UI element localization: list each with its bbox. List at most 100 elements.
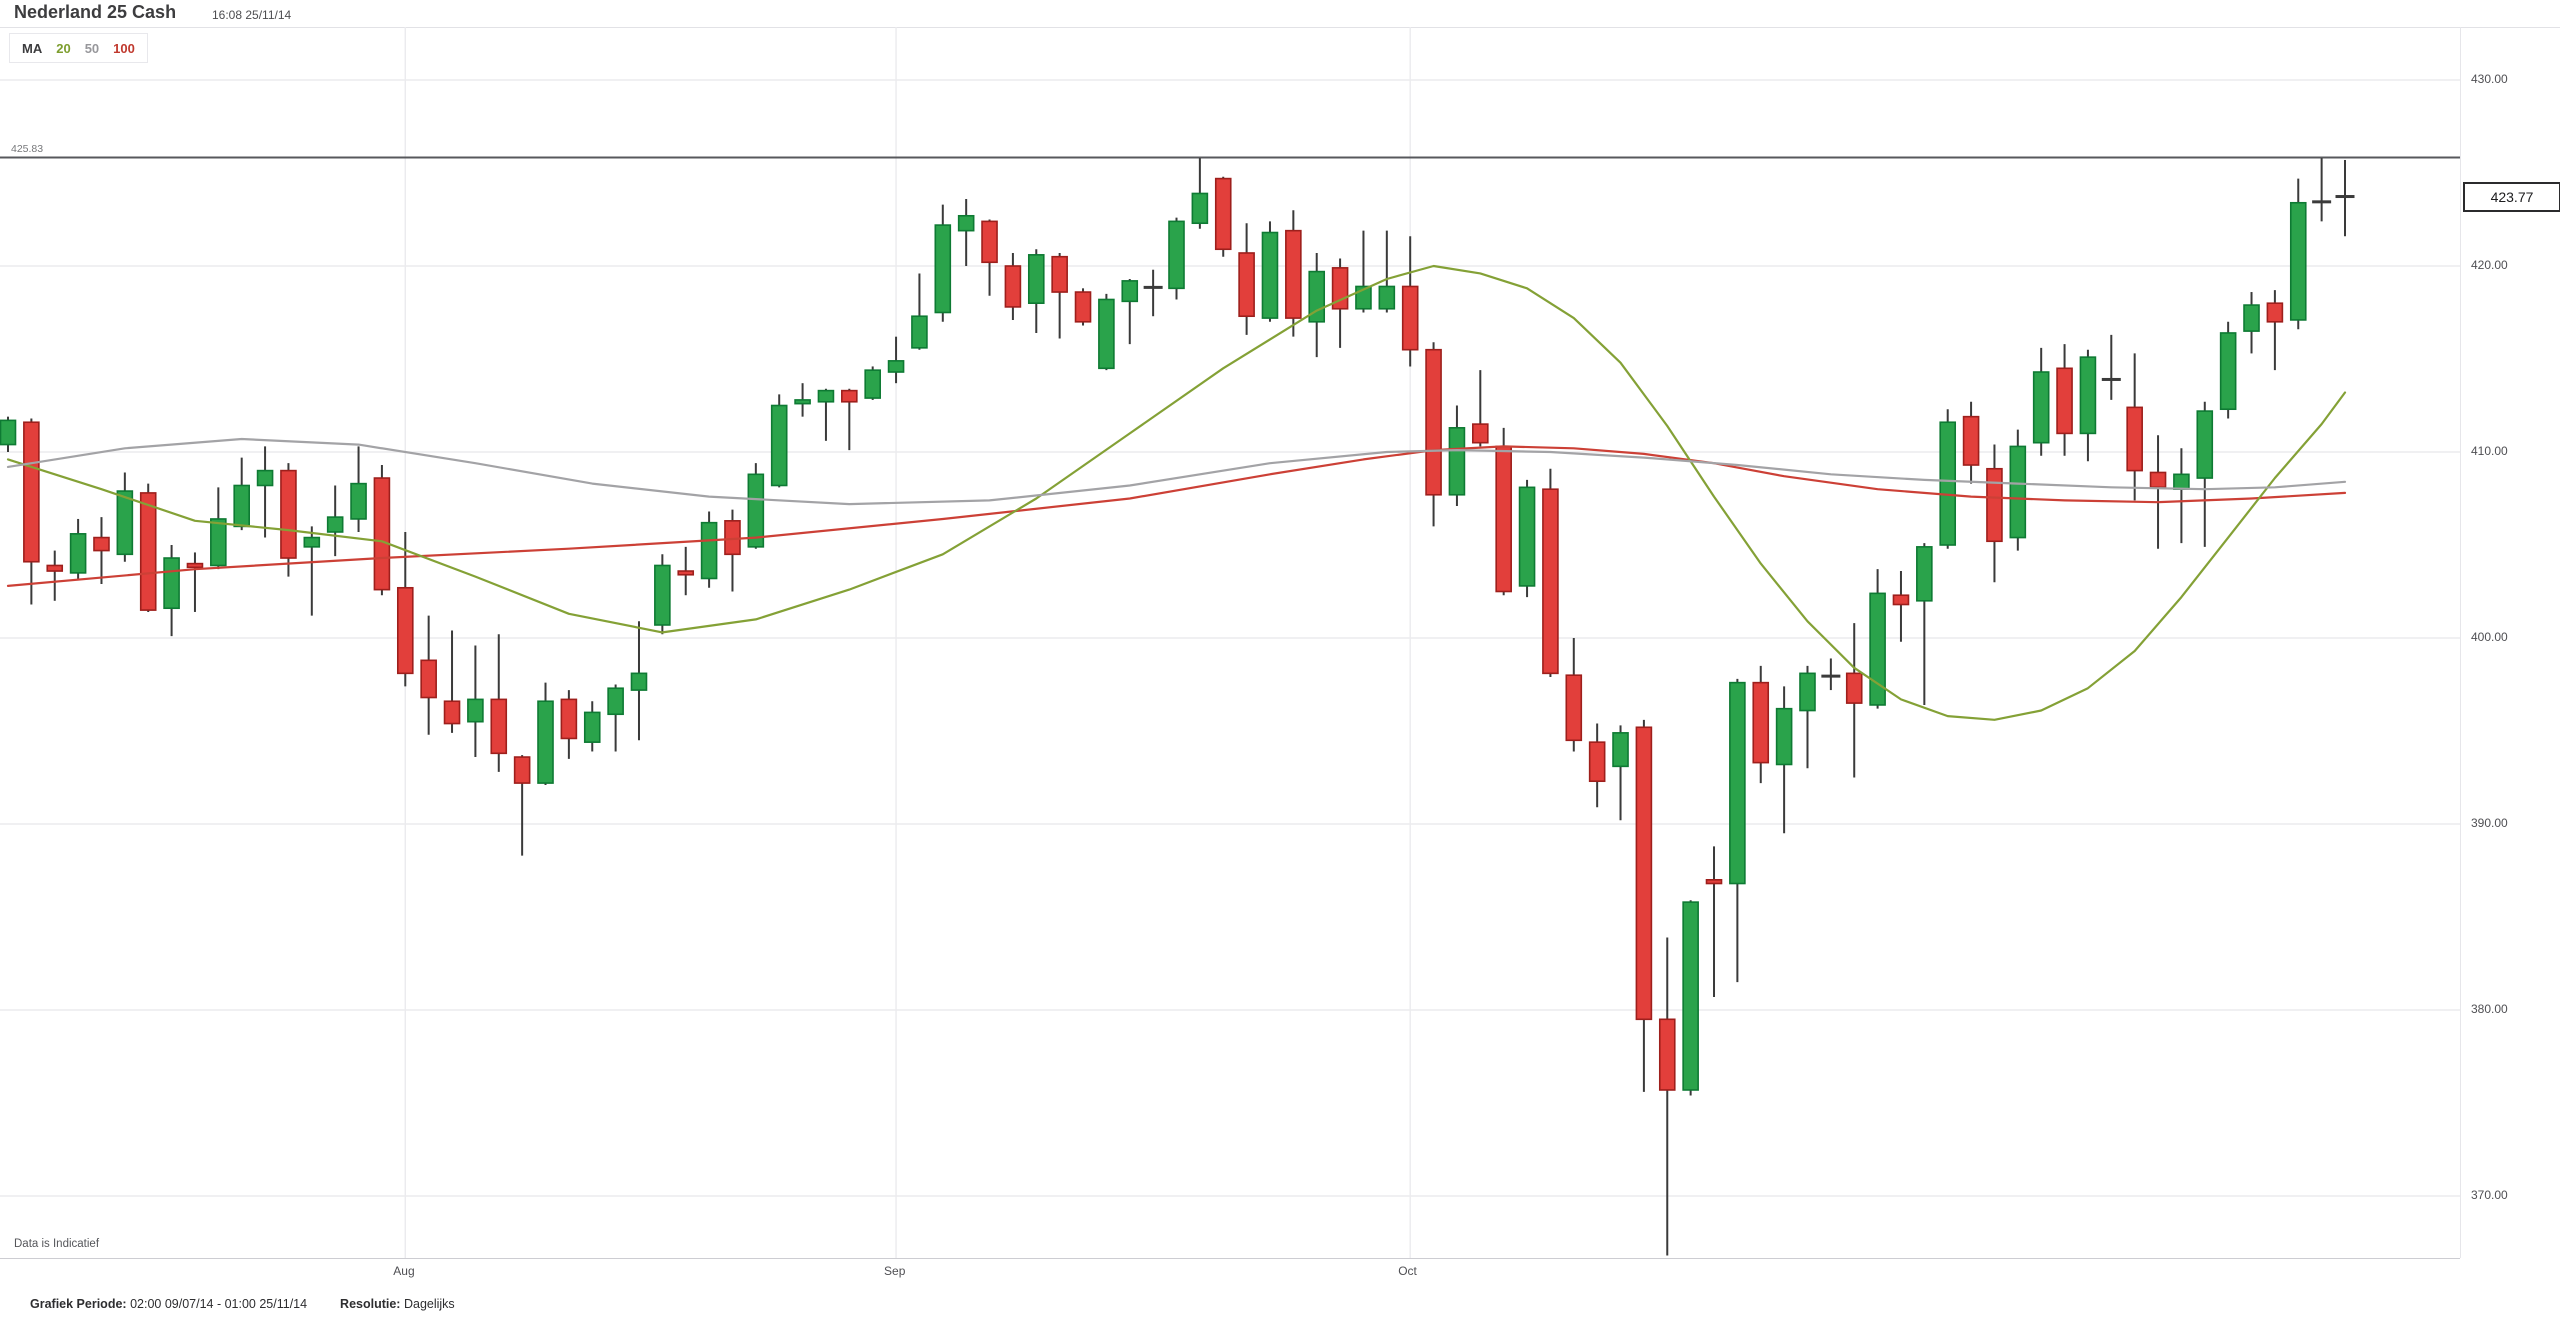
doji-dash bbox=[2312, 200, 2332, 204]
candle-up bbox=[69, 533, 87, 574]
candle-down bbox=[677, 570, 695, 576]
candle-up bbox=[467, 698, 484, 723]
quote-timestamp: 16:08 25/11/14 bbox=[212, 8, 292, 22]
chart-footer: Grafiek Periode: 02:00 09/07/14 - 01:00 … bbox=[30, 1297, 455, 1311]
candle-up bbox=[1378, 285, 1396, 310]
y-axis-label: 420.00 bbox=[2471, 258, 2508, 272]
ma20-legend-value[interactable]: 20 bbox=[56, 40, 71, 56]
candle-down bbox=[443, 700, 461, 725]
candle-up bbox=[2243, 304, 2260, 332]
candle-up bbox=[934, 224, 952, 314]
candle-up bbox=[2009, 445, 2027, 539]
candle-up bbox=[770, 404, 788, 487]
ma50-legend-value[interactable]: 50 bbox=[84, 40, 100, 56]
candle-up bbox=[0, 419, 17, 446]
resolution-label: Resolutie: bbox=[340, 1297, 401, 1311]
doji-dash bbox=[2335, 195, 2355, 199]
candle-down bbox=[1635, 726, 1653, 1021]
y-axis-label: 380.00 bbox=[2471, 1002, 2508, 1016]
candle-up bbox=[326, 516, 344, 533]
candle-up bbox=[747, 473, 765, 548]
candle-up bbox=[1448, 427, 1466, 496]
candle-up bbox=[700, 521, 718, 580]
candle-up bbox=[210, 518, 227, 567]
ma20-line bbox=[6, 264, 2347, 721]
disclaimer-text: Data is Indicatief bbox=[14, 1238, 100, 1250]
candle-up bbox=[2196, 410, 2214, 479]
ma-legend-label: MA bbox=[22, 40, 43, 56]
candle-up bbox=[256, 469, 274, 487]
candle-down bbox=[93, 536, 110, 552]
doji-dash bbox=[2101, 377, 2121, 381]
ma-legend[interactable]: MA 20 50 100 bbox=[9, 33, 148, 63]
candle-down bbox=[1425, 348, 1442, 496]
candle-up bbox=[2219, 332, 2237, 411]
candle-down bbox=[1565, 674, 1583, 742]
candle-up bbox=[630, 672, 648, 691]
candle-up bbox=[911, 315, 928, 349]
candle-up bbox=[537, 700, 554, 784]
candle-up bbox=[116, 490, 134, 556]
candle-up bbox=[1518, 486, 1536, 587]
candle-down bbox=[1752, 681, 1770, 764]
candle-down bbox=[1495, 445, 1512, 593]
candle-up bbox=[654, 564, 671, 626]
candle-down bbox=[981, 220, 998, 264]
candle-down bbox=[1401, 285, 1419, 351]
candle-down bbox=[2149, 471, 2167, 489]
candle-down bbox=[1472, 423, 1489, 444]
candle-down bbox=[1542, 488, 1559, 675]
candle-down bbox=[1962, 415, 1980, 466]
candle-down bbox=[280, 469, 297, 559]
candle-up bbox=[2032, 371, 2050, 444]
ma100-line bbox=[6, 445, 2347, 588]
candle-down bbox=[373, 477, 391, 591]
chart-bottom-border bbox=[0, 1258, 2460, 1259]
candle-up bbox=[817, 389, 835, 403]
candle-down bbox=[1051, 255, 1068, 293]
y-axis-label: 400.00 bbox=[2471, 630, 2508, 644]
candle-down bbox=[1705, 878, 1723, 885]
candle-up bbox=[887, 360, 905, 373]
period-value: 02:00 09/07/14 - 01:00 25/11/14 bbox=[130, 1297, 308, 1311]
candle-up bbox=[2173, 473, 2190, 491]
candle-down bbox=[1214, 177, 1232, 251]
ma50-line bbox=[6, 437, 2347, 506]
candle-up bbox=[163, 557, 180, 610]
candle-down bbox=[724, 520, 741, 556]
ma100-legend-value[interactable]: 100 bbox=[113, 40, 135, 56]
candle-down bbox=[1074, 291, 1092, 323]
candle-down bbox=[1658, 1018, 1676, 1091]
candle-down bbox=[513, 756, 531, 784]
candle-up bbox=[957, 214, 975, 232]
y-axis-label: 430.00 bbox=[2471, 72, 2508, 86]
candle-up bbox=[1939, 421, 1957, 546]
candle-down bbox=[139, 492, 157, 611]
candle-down bbox=[420, 659, 437, 699]
candle-up bbox=[794, 399, 811, 405]
candle-down bbox=[2126, 406, 2143, 472]
x-axis-label: Oct bbox=[1398, 1264, 1417, 1278]
candle-down bbox=[841, 389, 858, 403]
x-axis-label: Aug bbox=[393, 1264, 415, 1278]
doji-dash bbox=[1821, 674, 1841, 678]
candle-down bbox=[396, 586, 414, 675]
candle-down bbox=[2266, 302, 2284, 323]
x-axis-label: Sep bbox=[884, 1264, 906, 1278]
candle-up bbox=[350, 482, 367, 520]
candle-down bbox=[2056, 367, 2073, 435]
candle-down bbox=[46, 564, 64, 572]
axis-separator bbox=[2460, 27, 2461, 1258]
candle-up bbox=[1775, 707, 1793, 766]
candle-down bbox=[1588, 741, 1606, 783]
candle-up bbox=[233, 484, 250, 528]
candle-up bbox=[1191, 192, 1209, 225]
y-axis-label: 390.00 bbox=[2471, 816, 2508, 830]
resolution-value: Dagelijks bbox=[403, 1297, 455, 1311]
candle-down bbox=[1845, 672, 1863, 704]
candle-up bbox=[1098, 298, 1115, 370]
doji-dash bbox=[1143, 285, 1163, 289]
candle-up bbox=[1799, 672, 1816, 712]
